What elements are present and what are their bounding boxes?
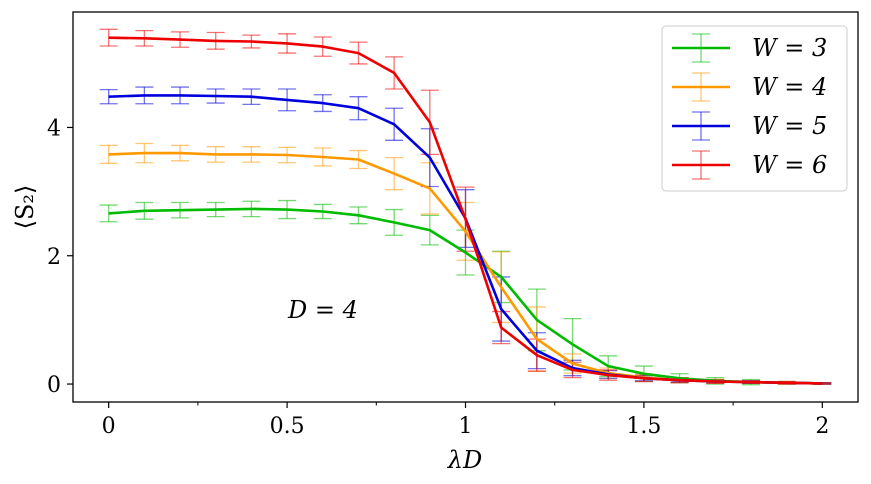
axis-ticks: 0 0.5 1 1.5 2 0 2 4 bbox=[47, 116, 829, 439]
y-tick-label: 0 bbox=[47, 373, 61, 398]
legend-label: W = 4 bbox=[752, 73, 827, 101]
y-axis-title: ⟨S₂⟩ bbox=[11, 185, 39, 230]
legend-errorbar bbox=[692, 150, 710, 180]
errorbar-3 bbox=[99, 204, 118, 223]
errorbar-4 bbox=[99, 144, 118, 165]
legend-box bbox=[661, 25, 848, 192]
errorbar-6 bbox=[99, 28, 118, 47]
legend-label: W = 3 bbox=[752, 34, 827, 62]
legend-errorbar bbox=[692, 111, 710, 141]
y-tick-label: 4 bbox=[47, 116, 61, 141]
x-tick-label: 0.5 bbox=[270, 414, 305, 439]
x-tick-label: 0 bbox=[102, 414, 116, 439]
x-tick-label: 1.5 bbox=[626, 414, 661, 439]
series-line-w6 bbox=[108, 36, 823, 385]
x-tick-label: 1 bbox=[459, 414, 473, 439]
legend: W = 3 W = 4 W = 5 W = 6 bbox=[661, 25, 848, 192]
annotation-text: D = 4 bbox=[287, 296, 358, 324]
series-lines bbox=[108, 36, 823, 385]
legend-item: W = 4 bbox=[672, 72, 827, 102]
legend-label: W = 5 bbox=[752, 112, 827, 140]
legend-errorbar bbox=[692, 33, 710, 63]
y-tick-label: 2 bbox=[47, 245, 61, 270]
legend-item: W = 5 bbox=[672, 111, 827, 141]
legend-label: W = 6 bbox=[752, 151, 827, 179]
legend-item: W = 6 bbox=[672, 150, 827, 180]
legend-errorbar bbox=[692, 72, 710, 102]
errorbar-5 bbox=[99, 88, 118, 105]
x-axis-title: λD bbox=[447, 446, 482, 474]
legend-item: W = 3 bbox=[672, 33, 827, 63]
x-tick-label: 2 bbox=[815, 414, 829, 439]
